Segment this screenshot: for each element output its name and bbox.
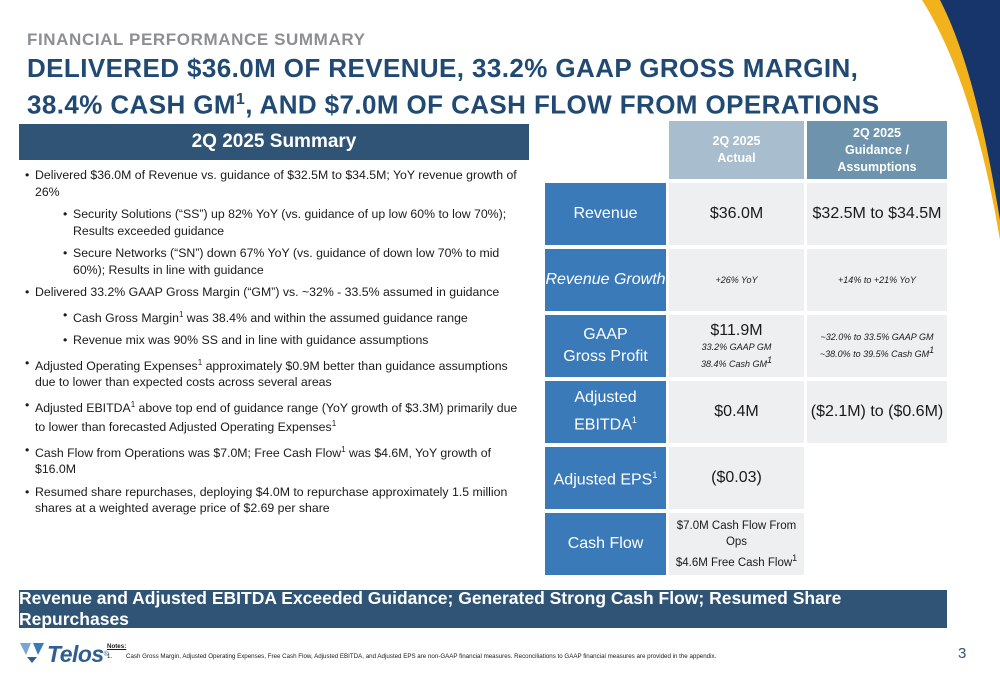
eps-actual: ($0.03): [669, 447, 804, 509]
summary-bullet: Resumed share repurchases, deploying $4.…: [25, 484, 530, 517]
ebitda-guidance: ($2.1M) to ($0.6M): [807, 381, 947, 443]
summary-bullet: Adjusted Operating Expenses1 approximate…: [25, 355, 530, 391]
bottom-banner: Revenue and Adjusted EBITDA Exceeded Gui…: [19, 588, 947, 629]
summary-header: 2Q 2025 Summary: [19, 124, 529, 160]
row-label-gross-profit: GAAP Gross Profit: [545, 315, 666, 377]
corner-swoosh-graphic: [860, 0, 1000, 250]
title-line-2: 38.4% CASH GM1, AND $7.0M OF CASH FLOW F…: [27, 89, 880, 120]
revenue-guidance: $32.5M to $34.5M: [807, 183, 947, 245]
summary-bullet: Secure Networks (“SN”) down 67% YoY (vs.…: [25, 245, 530, 278]
row-label-adjusted-eps: Adjusted EPS1: [545, 447, 666, 509]
gross-profit-guidance: ~32.0% to 33.5% GAAP GM ~38.0% to 39.5% …: [807, 315, 947, 377]
telos-logo-icon: [20, 641, 44, 668]
summary-bullet-list: Delivered $36.0M of Revenue vs. guidance…: [25, 167, 530, 523]
eyebrow-heading: FINANCIAL PERFORMANCE SUMMARY: [27, 30, 366, 49]
telos-logo-text: Telos: [47, 640, 104, 667]
summary-bullet: Delivered 33.2% GAAP Gross Margin (“GM”)…: [25, 284, 530, 301]
summary-bullet: Adjusted EBITDA1 above top end of guidan…: [25, 397, 530, 436]
cash-flow-actual: $7.0M Cash Flow From Ops $4.6M Free Cash…: [669, 513, 804, 575]
page-title: DELIVERED $36.0M OF REVENUE, 33.2% GAAP …: [27, 52, 907, 121]
row-label-revenue-growth: Revenue Growth: [545, 249, 666, 311]
telos-logo: Telos ®: [20, 640, 109, 668]
growth-guidance: +14% to +21% YoY: [807, 249, 947, 311]
header-actual: 2Q 2025 Actual: [669, 121, 804, 179]
summary-bullet: Security Solutions (“SS”) up 82% YoY (vs…: [25, 206, 530, 239]
row-label-cash-flow: Cash Flow: [545, 513, 666, 575]
title-line-1: DELIVERED $36.0M OF REVENUE, 33.2% GAAP …: [27, 53, 859, 83]
logo-registered-mark: ®: [103, 650, 109, 658]
growth-actual: +26% YoY: [669, 249, 804, 311]
summary-bullet: Cash Gross Margin1 was 38.4% and within …: [25, 307, 530, 327]
gross-profit-actual: $11.9M 33.2% GAAP GM 38.4% Cash GM1: [669, 315, 804, 377]
row-label-adjusted-ebitda: Adjusted EBITDA1: [545, 381, 666, 443]
summary-bullet: Cash Flow from Operations was $7.0M; Fre…: [25, 442, 530, 478]
ebitda-actual: $0.4M: [669, 381, 804, 443]
header-guidance: 2Q 2025 Guidance / Assumptions: [807, 121, 947, 179]
row-label-revenue: Revenue: [545, 183, 666, 245]
page-number: 3: [958, 645, 967, 662]
summary-bullet: Delivered $36.0M of Revenue vs. guidance…: [25, 167, 530, 200]
summary-bullet: Revenue mix was 90% SS and in line with …: [25, 332, 530, 349]
notes-title: Notes:: [107, 643, 127, 650]
footnotes: Notes: 1. Cash Gross Margin, Adjusted Ope…: [107, 643, 716, 660]
revenue-actual: $36.0M: [669, 183, 804, 245]
note-1: 1. Cash Gross Margin, Adjusted Operating …: [107, 653, 717, 660]
